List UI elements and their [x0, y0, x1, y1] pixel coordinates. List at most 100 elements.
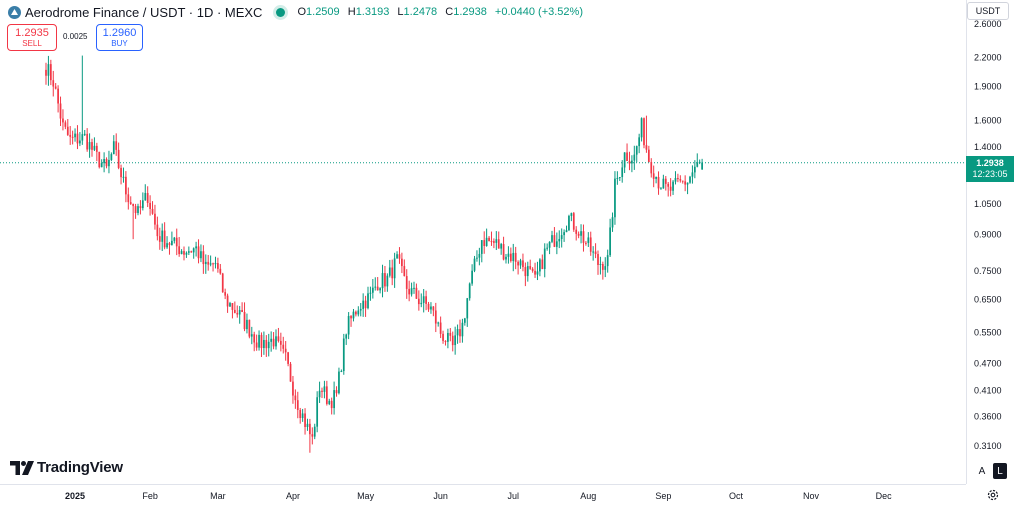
- candle-body: [376, 286, 379, 291]
- candle-body: [192, 248, 195, 253]
- candle-body: [696, 162, 699, 167]
- candle-body: [79, 140, 81, 144]
- candle-body: [626, 152, 628, 161]
- sell-button[interactable]: 1.2935 SELL: [7, 24, 57, 51]
- candle-body: [367, 293, 369, 309]
- candle-body: [563, 232, 565, 236]
- candle-body: [517, 261, 519, 266]
- time-axis[interactable]: 2025 Feb Mar Apr May Jun Jul Aug Sep Oct Nov Dec: [0, 484, 966, 508]
- candle-body: [141, 200, 144, 209]
- tradingview-logo[interactable]: TradingView: [10, 459, 123, 476]
- candle-body: [640, 118, 643, 138]
- candle-body: [311, 434, 314, 437]
- candle-body: [468, 283, 471, 299]
- candle-body: [185, 252, 188, 255]
- y-tick-label: 2.2000: [974, 52, 1002, 62]
- candle-body: [166, 243, 168, 248]
- log-scale-button[interactable]: L: [993, 463, 1007, 479]
- chart-settings-gear-icon[interactable]: [986, 488, 1000, 502]
- candle-body: [134, 206, 137, 214]
- candle-body: [401, 258, 403, 267]
- candle-body: [577, 233, 580, 236]
- candle-body: [587, 237, 590, 243]
- candle-body: [471, 270, 473, 284]
- candle-body: [294, 395, 297, 401]
- candle-body: [146, 193, 149, 203]
- candle-body: [122, 176, 125, 178]
- candle-body: [120, 167, 122, 178]
- price-chart[interactable]: [0, 0, 966, 484]
- buy-price: 1.2960: [102, 26, 137, 39]
- candle-body: [243, 311, 246, 330]
- candle-body: [180, 251, 183, 255]
- candle-body: [151, 208, 154, 214]
- candle-body: [568, 215, 570, 231]
- candle-body: [681, 180, 684, 182]
- candle-body: [292, 381, 294, 396]
- y-tick-label: 0.7500: [974, 266, 1002, 276]
- candle-body: [338, 371, 340, 394]
- x-tick-label: Dec: [876, 491, 893, 501]
- candle-body: [609, 227, 611, 256]
- candle-body: [321, 390, 323, 392]
- x-tick-label: Oct: [729, 491, 744, 501]
- candle-body: [110, 154, 113, 160]
- candle-body: [473, 258, 476, 271]
- y-tick-label: 0.5500: [974, 327, 1002, 337]
- candle-body: [340, 371, 343, 373]
- candle-body: [202, 251, 205, 265]
- x-tick-label: Mar: [210, 491, 226, 501]
- candle-body: [91, 142, 93, 150]
- candle-body: [461, 322, 464, 337]
- ohlc-open-value: 1.2509: [306, 6, 340, 18]
- candle-body: [386, 275, 389, 287]
- y-tick-label: 0.4700: [974, 359, 1002, 369]
- auto-scale-button[interactable]: A: [978, 465, 986, 477]
- candle-body: [558, 238, 561, 242]
- x-tick-label: Sep: [655, 491, 671, 501]
- symbol-legend: Aerodrome Finance / USDT · 1D · MEXC O1.…: [8, 3, 588, 21]
- y-tick-label: 0.4100: [974, 386, 1002, 396]
- symbol-title[interactable]: Aerodrome Finance / USDT · 1D · MEXC: [25, 4, 263, 20]
- candle-body: [662, 178, 665, 189]
- ohlc-low-value: 1.2478: [403, 6, 438, 18]
- sell-price: 1.2935: [15, 26, 49, 39]
- candle-body: [451, 335, 454, 346]
- candle-body: [342, 338, 345, 372]
- candle-body: [325, 386, 328, 404]
- candle-body: [108, 159, 110, 167]
- candle-body: [415, 287, 418, 299]
- candle-body: [493, 241, 495, 243]
- candle-body: [306, 423, 309, 428]
- candle-body: [149, 202, 151, 209]
- candle-body: [432, 306, 435, 311]
- candle-body: [580, 231, 582, 236]
- candle-body: [350, 316, 352, 319]
- candle-body: [430, 306, 432, 310]
- candle-body: [388, 267, 391, 276]
- candle-body: [417, 298, 420, 305]
- candle-body: [226, 295, 229, 307]
- candle-body: [638, 137, 641, 147]
- price-axis[interactable]: 2.6000 2.2000 1.9000 1.6000 1.4000 1.0500 0.90…: [966, 0, 1014, 484]
- candle-body: [551, 235, 553, 242]
- ohlc-low-key: L: [397, 6, 404, 18]
- x-tick-label: Jun: [433, 491, 448, 501]
- currency-selector[interactable]: USDT: [967, 2, 1009, 20]
- ohlc-high-key: H: [347, 6, 356, 18]
- candle-body: [657, 176, 660, 189]
- y-tick-label: 1.6000: [974, 116, 1002, 126]
- candle-body: [618, 177, 621, 179]
- candle-body: [616, 177, 619, 179]
- candle-body: [212, 263, 214, 265]
- candle-body: [318, 390, 321, 398]
- candle-body: [330, 400, 333, 409]
- candle-body: [444, 340, 447, 342]
- candle-body: [691, 172, 694, 177]
- candle-body: [275, 336, 277, 347]
- buy-button[interactable]: 1.2960 BUY: [96, 24, 143, 51]
- candle-body: [139, 206, 142, 209]
- candle-body: [156, 224, 159, 237]
- candle-body: [144, 193, 147, 201]
- candle-body: [539, 259, 541, 272]
